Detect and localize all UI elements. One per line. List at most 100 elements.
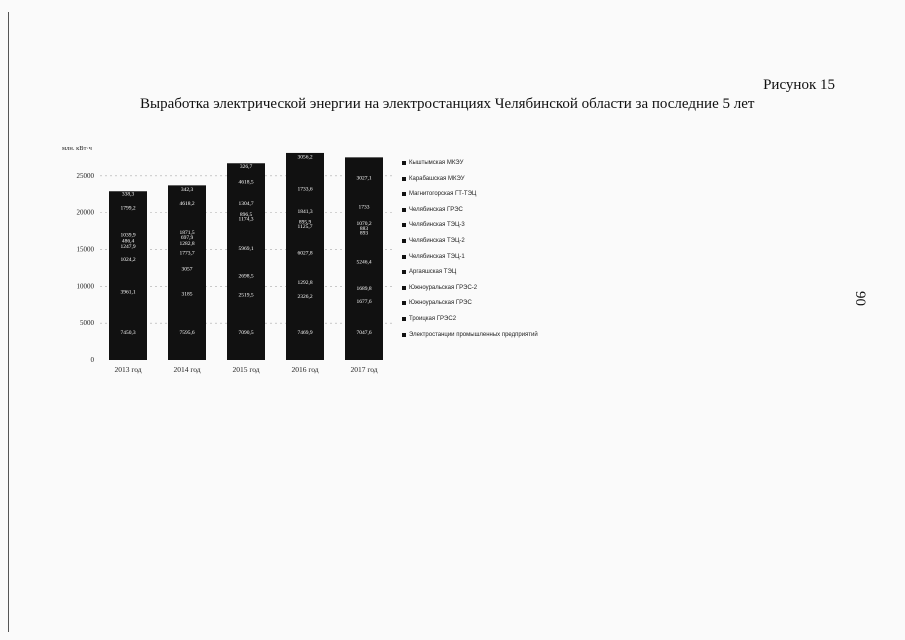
segment-label: 1841,3 [297, 209, 312, 215]
segment-label: 486,4 [122, 239, 135, 245]
legend-item: Троицкая ГРЭС2 [402, 316, 538, 332]
segment-label: 7047,6 [356, 330, 371, 336]
segment-label: 1799,2 [120, 205, 135, 211]
segment-label: 1024,2 [120, 257, 135, 263]
bar [168, 185, 206, 360]
legend-item: Челябинская ТЭЦ-2 [402, 238, 538, 254]
legend-swatch [402, 332, 406, 337]
segment-label: 338,3 [122, 191, 135, 197]
x-tick-label: 2014 год [173, 365, 200, 374]
segment-label: 883 [360, 226, 369, 232]
legend-item: Электростанции промышленных предприятий [402, 332, 538, 348]
legend-item: Южноуральская ГРЭС [402, 300, 538, 316]
legend-item: Кыштымская МКЭУ [402, 160, 538, 176]
segment-label: 1282,8 [179, 241, 194, 247]
legend-label: Челябинская ТЭЦ-3 [409, 222, 465, 229]
x-tick-label: 2016 год [291, 365, 318, 374]
segment-label: 1677,6 [356, 299, 371, 305]
y-tick-labels: 0 5000 10000 15000 20000 25000 [77, 172, 95, 364]
legend-label: Карабашская МКЭУ [409, 175, 465, 182]
x-tick-label: 2013 год [114, 365, 141, 374]
segment-label: 3185 [182, 292, 193, 298]
segment-label: 1039,9 [120, 233, 135, 239]
segment-label: 697,9 [181, 235, 194, 241]
y-tick-label: 15000 [77, 245, 95, 253]
segment-label: 1292,8 [297, 280, 312, 286]
chart-title: Выработка электрической энергии на элект… [140, 96, 755, 112]
y-tick-label: 20000 [77, 209, 95, 217]
segment-label: 326,7 [240, 164, 253, 170]
segment-label: 6027,8 [297, 250, 312, 256]
segment-label: 895,9 [299, 219, 312, 225]
y-axis-label: млн. кВт·ч [62, 145, 93, 152]
legend-item: Магнитогорская ГТ-ТЭЦ [402, 191, 538, 207]
x-tick-label: 2015 год [232, 365, 259, 374]
legend-swatch [402, 316, 406, 321]
segment-label: 1689,8 [356, 286, 371, 292]
segment-label: 7450,3 [120, 330, 135, 336]
y-tick-label: 5000 [80, 319, 95, 327]
legend-swatch [402, 192, 406, 197]
bars [109, 152, 383, 360]
legend-label: Кыштымская МКЭУ [409, 160, 464, 166]
legend-swatch [402, 223, 406, 228]
bar [345, 157, 383, 360]
legend-item: Челябинская ГРЭС [402, 207, 538, 223]
legend-swatch [402, 285, 406, 290]
segment-label: 1304,7 [238, 201, 253, 207]
legend-item: Карабашская МКЭУ [402, 176, 538, 192]
segment-label: 893 [360, 231, 369, 237]
legend-label: Магнитогорская ГТ-ТЭЦ [409, 191, 477, 198]
segment-label: 5969,1 [238, 246, 253, 252]
bar [286, 152, 324, 360]
legend-item: Аргаяшская ТЭЦ [402, 269, 538, 285]
segment-label: 2326,2 [297, 294, 312, 300]
legend-swatch [402, 270, 406, 275]
legend-label: Электростанции промышленных предприятий [409, 331, 538, 338]
legend-label: Аргаяшская ТЭЦ [409, 269, 457, 276]
segment-label: 1174,3 [239, 217, 254, 223]
segment-label: 1070,2 [356, 221, 371, 227]
segment-label: 1733 [359, 205, 370, 211]
segment-label: 342,3 [181, 187, 194, 193]
segment-label: 3056,2 [297, 155, 312, 161]
legend-label: Челябинская ТЭЦ-1 [409, 253, 465, 260]
segment-label: 1125,7 [298, 224, 313, 230]
legend-swatch [402, 176, 406, 181]
legend-label: Южноуральская ГРЭС-2 [409, 284, 478, 291]
segment-label: 7090,5 [238, 330, 253, 336]
legend-label: Челябинская ТЭЦ-2 [409, 237, 465, 244]
legend-label: Южноуральская ГРЭС [409, 300, 472, 307]
y-tick-label: 0 [91, 356, 95, 364]
bar [227, 163, 265, 360]
segment-label: 1871,5 [179, 230, 194, 236]
legend-swatch [402, 207, 406, 212]
bar [109, 191, 147, 360]
segment-label: 896,5 [240, 212, 253, 218]
page-left-border [8, 12, 9, 632]
segment-label: 1247,9 [120, 244, 135, 250]
legend-item: Челябинская ТЭЦ-1 [402, 254, 538, 270]
segment-label: 1733,6 [297, 186, 312, 192]
segment-label: 3027,1 [356, 175, 371, 181]
segment-label: 3961,1 [120, 289, 135, 295]
x-tick-label: 2017 год [350, 365, 377, 374]
segment-label: 1773,7 [179, 250, 194, 256]
legend-swatch [402, 254, 406, 259]
segment-label: 4618,2 [179, 201, 194, 207]
segment-label: 5246,4 [356, 259, 371, 265]
figure-label: Рисунок 15 [763, 77, 835, 93]
segment-label: 2519,5 [238, 292, 253, 298]
x-tick-labels: 2013 год 2014 год 2015 год 2016 год 2017 год [114, 365, 377, 374]
y-tick-label: 25000 [77, 172, 95, 180]
segment-label: 2698,5 [238, 273, 253, 279]
segment-label: 4618,5 [238, 180, 253, 186]
segment-label: 7469,9 [297, 330, 312, 336]
segment-label: 3057 [182, 267, 193, 273]
chart-legend: Кыштымская МКЭУ Карабашская МКЭУ Магнитого… [402, 160, 538, 347]
legend-swatch [402, 301, 406, 306]
legend-label: Челябинская ГРЭС [409, 206, 463, 213]
legend-swatch [402, 161, 406, 165]
legend-item: Челябинская ТЭЦ-3 [402, 222, 538, 238]
